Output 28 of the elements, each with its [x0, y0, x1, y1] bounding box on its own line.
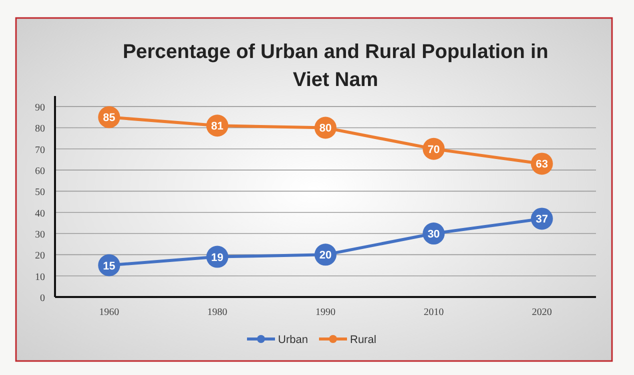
y-tick-label: 60	[35, 166, 45, 178]
data-label: 20	[319, 250, 332, 262]
x-tick-label: 1980	[207, 307, 228, 318]
y-tick-label: 50	[35, 187, 45, 198]
data-label: 81	[211, 120, 224, 133]
data-label: 85	[102, 112, 116, 124]
data-label: 15	[102, 260, 116, 272]
y-tick-label: 90	[35, 102, 45, 114]
data-label: 30	[428, 228, 440, 241]
legend-label: Urban	[278, 334, 308, 346]
data-label: 19	[211, 252, 224, 264]
legend-label: Rural	[350, 334, 376, 346]
y-tick-label: 20	[35, 250, 45, 262]
data-label: 63	[536, 158, 548, 171]
x-tick-label: 1960	[99, 307, 120, 318]
x-tick-label: 1990	[316, 307, 336, 318]
y-tick-label: 40	[35, 208, 45, 220]
y-tick-label: 0	[40, 293, 45, 304]
data-label: 70	[428, 144, 440, 156]
chart-title: Percentage of Urban and Rural Population in Viet Nam	[122, 41, 548, 91]
y-tick-label: 10	[35, 272, 45, 283]
y-tick-label: 70	[35, 144, 45, 156]
x-tick-label: 2010	[424, 307, 444, 318]
y-tick-label: 30	[35, 230, 45, 241]
x-tick-label: 2020	[532, 307, 552, 318]
data-label: 37	[536, 214, 548, 226]
data-label: 80	[319, 122, 332, 135]
y-tick-label: 80	[35, 124, 45, 135]
